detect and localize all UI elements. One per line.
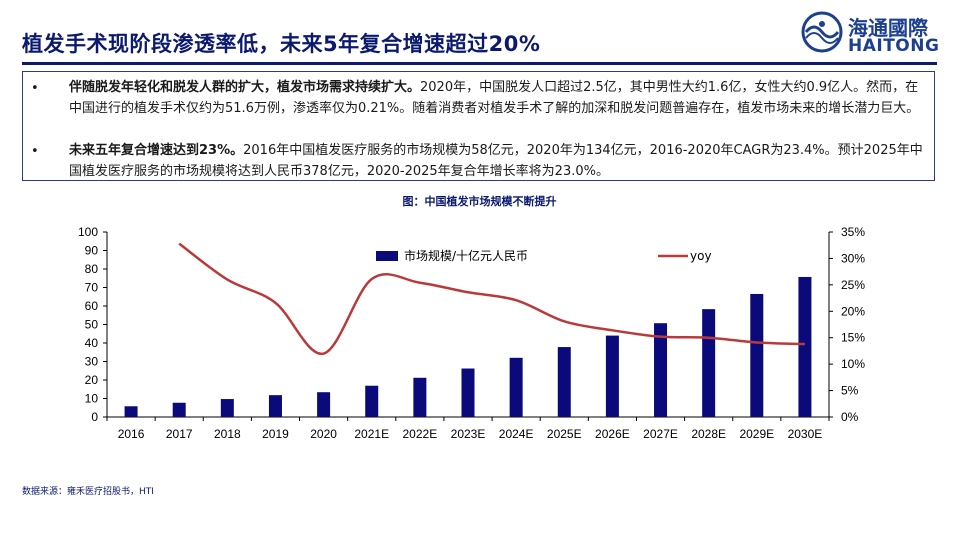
x-tick-label: 2027E <box>643 427 678 441</box>
x-tick-label: 2021E <box>354 427 389 441</box>
page-title: 植发手术现阶段渗透率低，未来5年复合增速超过20% <box>22 32 541 56</box>
market-size-chart: 0 10 20 30 40 50 60 70 80 90 100 0% 5% 10% 15% 20% 25% 30… <box>78 225 865 441</box>
x-tick-label: 2017 <box>166 427 193 441</box>
legend-bar-label: 市场规模/十亿元人民币 <box>404 248 528 263</box>
point-2-bold: 未来五年复合增速达到23%。 <box>69 143 244 158</box>
bar <box>605 335 619 417</box>
summary-point-1: 伴随脱发年轻化和脱发人群的扩大，植发市场需求持续扩大。2020年，中国脱发人口超… <box>69 77 929 119</box>
haitong-logo: 海通國際 HAITONG <box>800 10 950 56</box>
bar <box>750 293 764 417</box>
x-tick-label: 2026E <box>595 427 630 441</box>
bar <box>413 377 427 417</box>
bar <box>702 309 716 417</box>
y-right-tick-label: 15% <box>841 331 865 345</box>
y-left-tick-label: 10 <box>85 392 99 406</box>
bar <box>365 385 379 417</box>
point-1-text: 2020年，中国脱发人口超过2.5亿，其中男性大约1.6亿，女性大约0.9亿人。… <box>69 80 920 116</box>
y-left-tick-label: 90 <box>85 244 99 258</box>
y-right-tick-label: 25% <box>841 278 865 292</box>
bullet-2: • <box>31 144 39 159</box>
logo-chinese-text: 海通國際 <box>848 16 928 40</box>
chart-caption: 图：中国植发市场规模不断提升 <box>402 195 557 208</box>
x-tick-label: 2024E <box>499 427 534 441</box>
haitong-logo-icon <box>801 11 843 53</box>
logo-english-text: HAITONG <box>848 36 940 56</box>
yoy-line <box>178 242 805 355</box>
y-left-tick-label: 70 <box>85 281 99 295</box>
bar <box>509 357 523 417</box>
bar <box>461 368 475 417</box>
y-left-tick-label: 0 <box>91 410 98 424</box>
x-tick-label: 2029E <box>739 427 774 441</box>
bar <box>654 323 668 417</box>
y-left-tick-label: 80 <box>85 262 99 276</box>
data-source: 数据来源：雍禾医疗招股书，HTI <box>22 487 154 497</box>
y-right-tick-label: 30% <box>841 251 865 265</box>
point-2-text: 2016年中国植发医疗服务的市场规模为58亿元，2020年为134亿元，2016… <box>69 143 923 179</box>
x-tick-label: 2025E <box>547 427 582 441</box>
y-right-tick-label: 5% <box>841 384 859 398</box>
y-left-tick-label: 30 <box>85 355 99 369</box>
x-tick-label: 2016 <box>118 427 145 441</box>
x-tick-label: 2023E <box>451 427 486 441</box>
x-tick-label: 2019 <box>262 427 289 441</box>
y-left-tick-label: 40 <box>85 336 99 350</box>
x-tick-label: 2030E <box>788 427 823 441</box>
y-right-tick-label: 20% <box>841 304 865 318</box>
point-1-bold: 伴随脱发年轻化和脱发人群的扩大，植发市场需求持续扩大。 <box>69 80 421 95</box>
y-left-tick-label: 60 <box>85 299 99 313</box>
bar <box>317 392 331 417</box>
y-left-tick-label: 50 <box>85 318 99 332</box>
x-tick-label: 2022E <box>403 427 438 441</box>
bar <box>557 347 571 417</box>
title-rule <box>22 62 937 65</box>
summary-box: • 伴随脱发年轻化和脱发人群的扩大，植发市场需求持续扩大。2020年，中国脱发人… <box>22 71 935 181</box>
y-left-tick-label: 100 <box>78 225 98 239</box>
bullet-1: • <box>31 81 39 96</box>
bar <box>798 276 812 417</box>
x-tick-label: 2028E <box>691 427 726 441</box>
y-right-tick-label: 0% <box>841 410 859 424</box>
legend-line-label: yoy <box>690 249 712 263</box>
y-left-tick-label: 20 <box>85 373 99 387</box>
x-tick-label: 2020 <box>310 427 337 441</box>
bar <box>124 406 138 417</box>
x-tick-label: 2018 <box>214 427 241 441</box>
bar <box>172 402 186 417</box>
y-right-tick-label: 35% <box>841 225 865 239</box>
legend-bar-swatch <box>376 251 398 261</box>
y-right-tick-label: 10% <box>841 357 865 371</box>
bar <box>220 399 234 417</box>
bar <box>268 395 282 417</box>
summary-point-2: 未来五年复合增速达到23%。2016年中国植发医疗服务的市场规模为58亿元，20… <box>69 140 929 182</box>
